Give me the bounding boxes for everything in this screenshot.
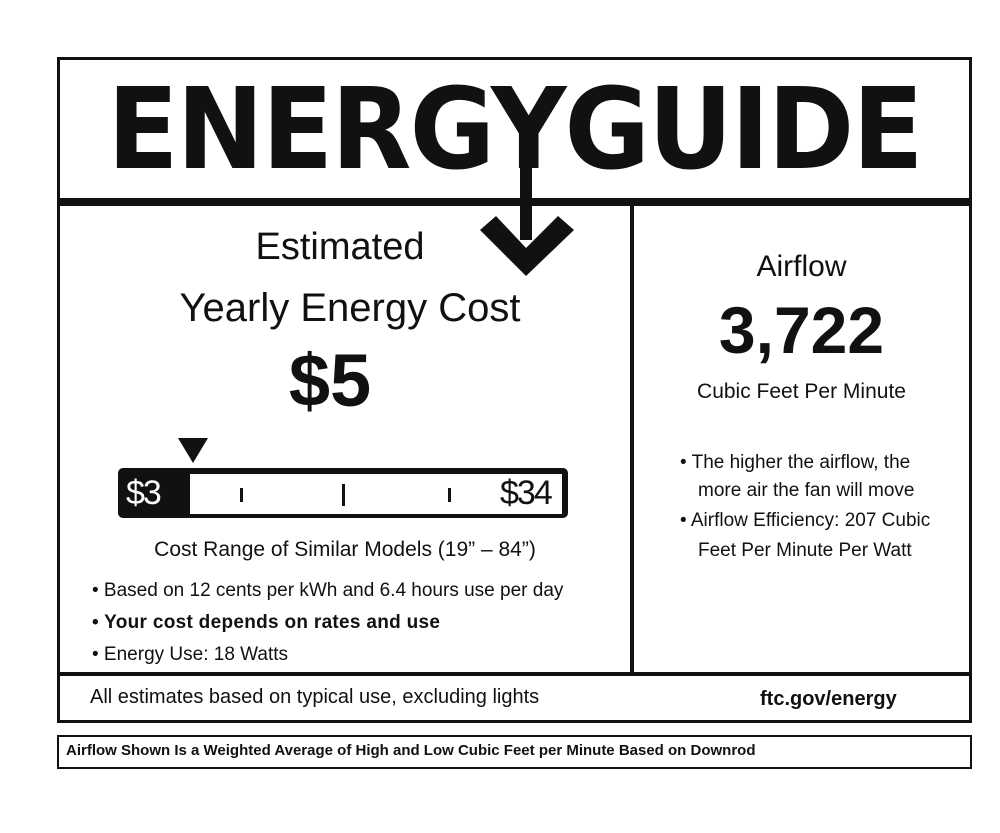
range-max: $34 <box>500 474 553 512</box>
footer-divider <box>57 672 972 676</box>
airflow-efficiency: • Airflow Efficiency: 207 Cubic <box>680 510 931 531</box>
airflow-efficiency-cont: Feet Per Minute Per Watt <box>698 540 912 561</box>
cost-heading-line2: Yearly Energy Cost <box>179 286 521 330</box>
range-min: $3 <box>126 474 162 512</box>
cost-range-scale <box>190 474 562 514</box>
airflow-bullet: • The higher the airflow, the <box>680 452 911 473</box>
yearly-cost-value: $5 <box>288 339 372 422</box>
note-box <box>57 735 972 769</box>
energyguide-title: ENERGYGUIDE <box>107 65 923 195</box>
bullet-energy-use: • Energy Use: 18 Watts <box>92 644 289 665</box>
bullet-depends: • Your cost depends on rates and use <box>92 612 441 633</box>
ftc-link[interactable]: ftc.gov/energy <box>760 688 897 710</box>
down-arrow-icon <box>480 160 574 276</box>
range-caption: Cost Range of Similar Models (19” – 84”) <box>154 538 536 561</box>
cost-marker-icon <box>178 438 208 463</box>
scale-tick <box>342 484 345 506</box>
column-divider <box>630 206 634 674</box>
scale-tick <box>448 488 451 502</box>
airflow-bullet-cont: more air the fan will move <box>698 480 915 501</box>
airflow-note: Airflow Shown Is a Weighted Average of H… <box>66 742 756 759</box>
bullet-rate: • Based on 12 cents per kWh and 6.4 hour… <box>92 580 564 601</box>
airflow-heading: Airflow <box>756 250 847 283</box>
label-border <box>57 57 972 723</box>
footer-text: All estimates based on typical use, excl… <box>90 686 540 708</box>
scale-tick <box>240 488 243 502</box>
airflow-unit: Cubic Feet Per Minute <box>697 380 906 403</box>
cost-heading-line1: Estimated <box>255 226 425 268</box>
header-divider <box>57 198 972 206</box>
airflow-value: 3,722 <box>718 293 885 367</box>
